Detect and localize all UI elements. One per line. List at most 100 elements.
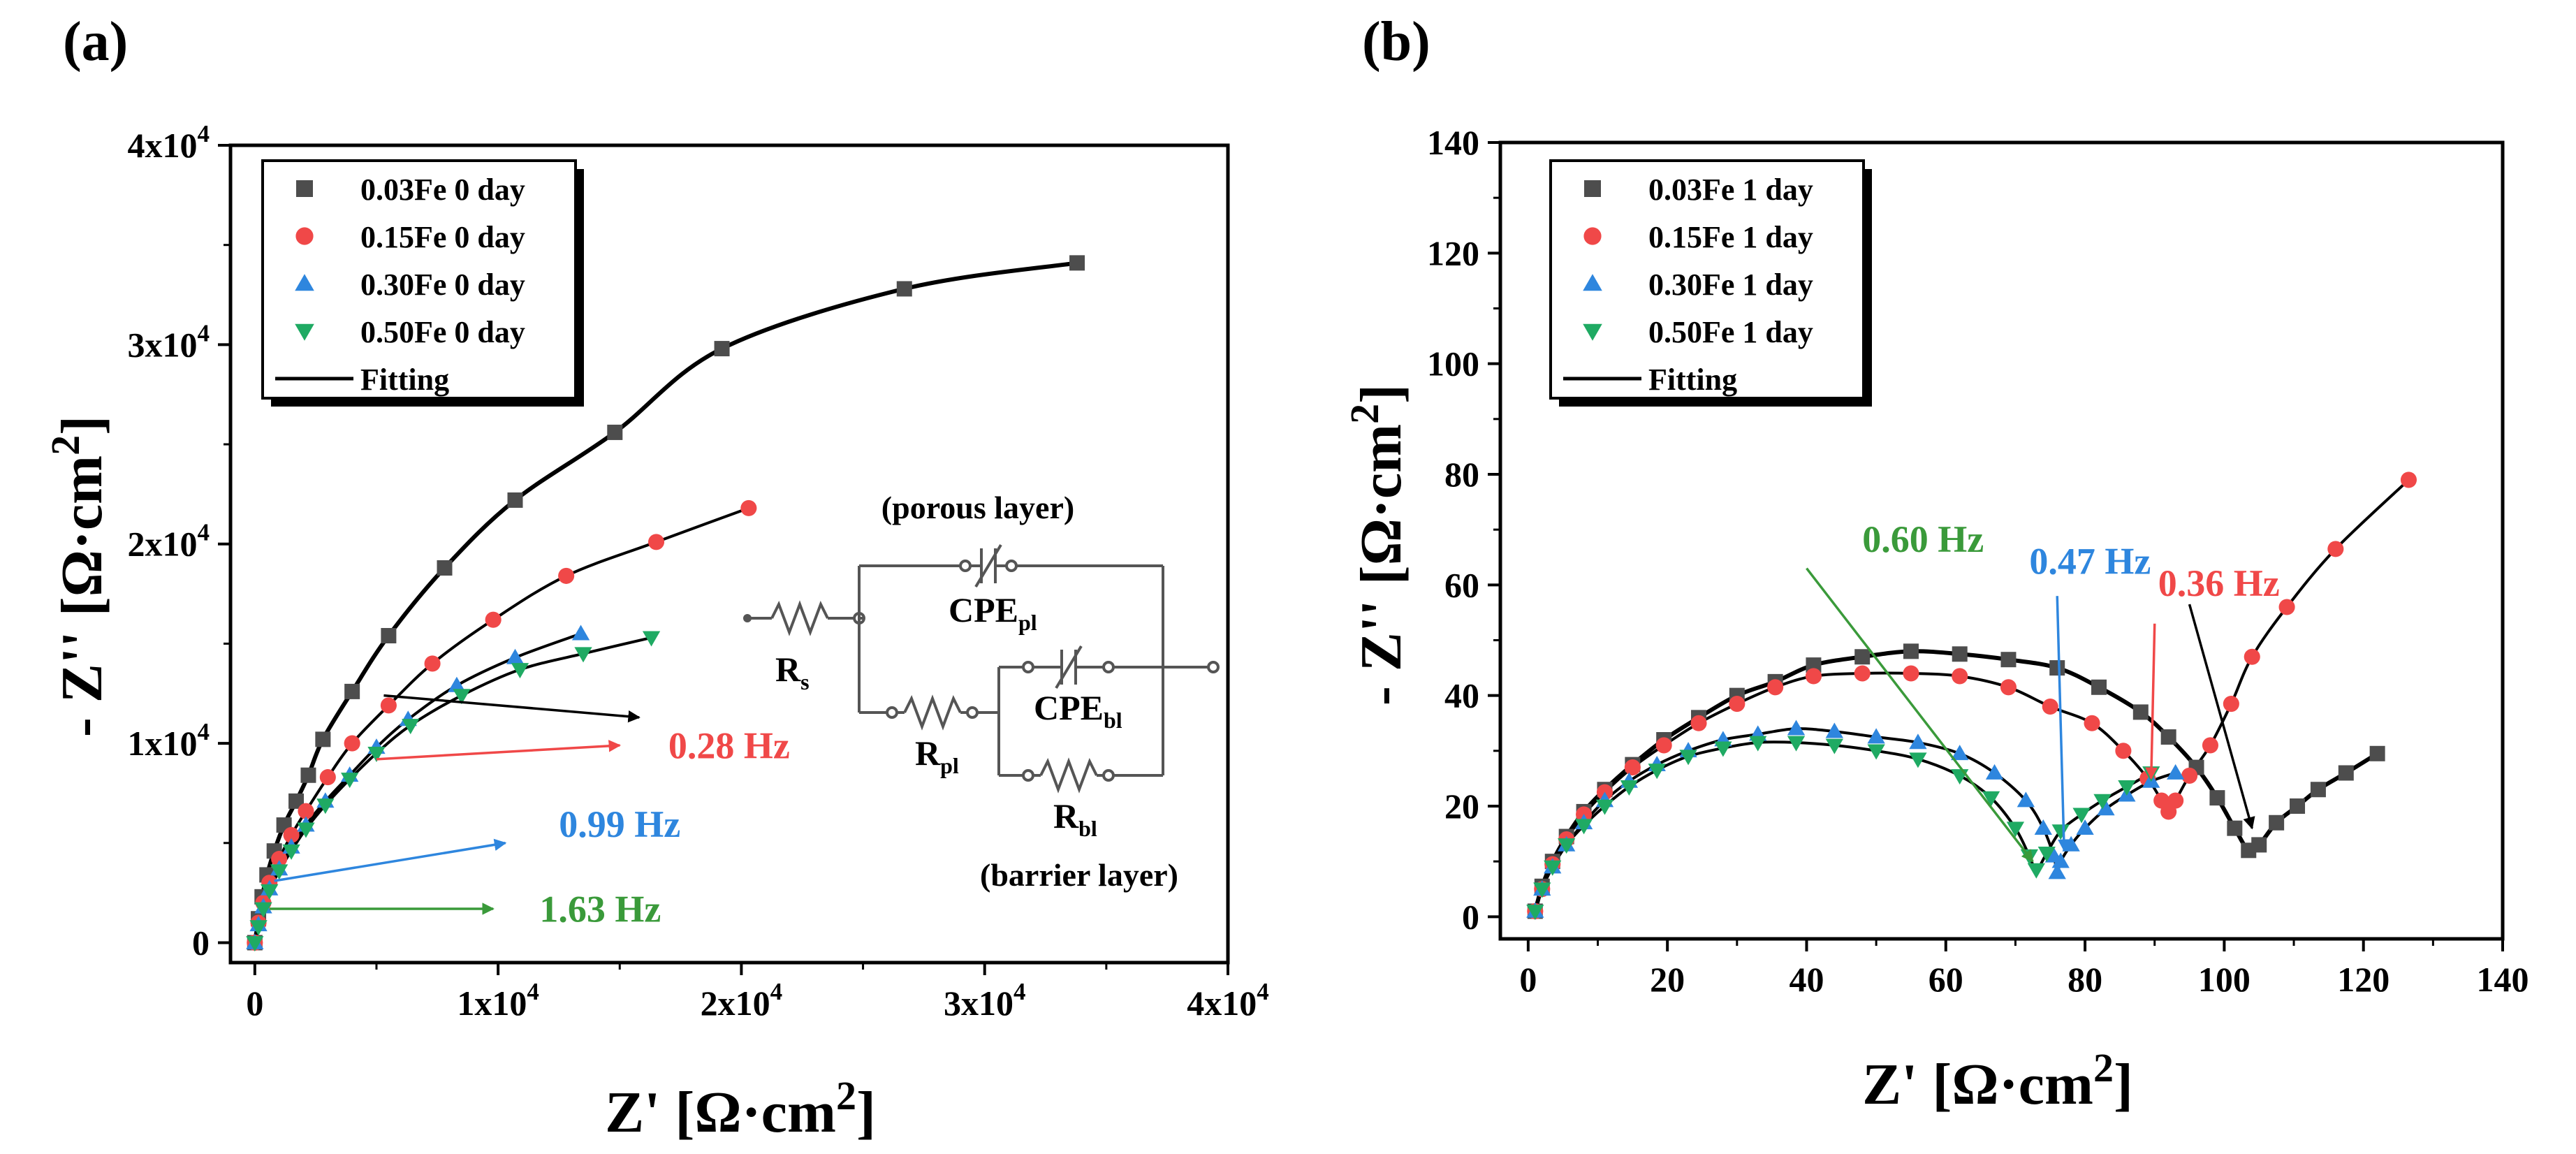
- panel-a-data-point: [300, 767, 316, 783]
- panel-b-data-point: [1854, 665, 1871, 682]
- panel-a-legend: 0.03Fe 0 day 0.15Fe 0 day 0.30Fe 0 day 0.50…: [261, 159, 584, 407]
- rpl-label: Rpl: [915, 733, 959, 778]
- panel-a-xlabel: Z' [Ω·cm2]: [605, 1073, 876, 1145]
- panel-a-annotations: 0.28 Hz 0.99 Hz 1.63 Hz: [269, 694, 790, 930]
- panel-a-data-point: [740, 499, 757, 516]
- panel-b-data-point: [2006, 821, 2025, 838]
- panel-a-data-point: [448, 676, 466, 692]
- panel-b-x-tick-label: 120: [2337, 960, 2390, 999]
- panel-b-data-point: [1526, 905, 1544, 921]
- panel-b-x-tick-label: 20: [1650, 960, 1685, 999]
- cpe-pl-label: CPEpl: [949, 590, 1037, 635]
- cpe-bl-arrow: [1055, 645, 1083, 689]
- rs-resistor-symbol: [770, 600, 829, 636]
- panel-a: (a) - Z'' [Ω·cm2] Z' [Ω·cm2] 0 1x104 2x104…: [43, 11, 1269, 1145]
- panel-a-y-tick-label: 3x104: [128, 319, 210, 364]
- panel-a-data-point: [402, 719, 420, 735]
- circuit-barrier-layer-label: (barrier layer): [980, 857, 1178, 893]
- panel-b-data-point: [1624, 759, 1641, 776]
- panel-b-data-point: [1909, 733, 1927, 750]
- panel-b-data-point: [1574, 819, 1593, 835]
- panel-a-data-point: [261, 884, 279, 900]
- panel-a-data-point: [437, 560, 453, 576]
- panel-b-frequency-label: 0.47 Hz: [2029, 541, 2151, 583]
- panel-b-data-point: [2223, 695, 2239, 713]
- panel-b-data-point: [1854, 649, 1871, 665]
- panel-b-data-point: [2017, 791, 2035, 808]
- panel-b-data-point: [1767, 679, 1784, 696]
- panel-a-label: (a): [63, 11, 128, 73]
- circuit-node: [1102, 661, 1115, 673]
- panel-b-data-point: [2076, 819, 2094, 835]
- panel-b-data-point: [1749, 736, 1767, 752]
- panel-a-annotation-arrow: [274, 838, 507, 882]
- panel-b-x-tick-label: 0: [1519, 960, 1537, 999]
- panel-b-points: [1526, 472, 2417, 921]
- panel-b-data-point: [1806, 657, 1822, 673]
- panel-b-ticks: 0 20 40 60 80 100 120 140 0 20 40 60 80 100 120 140: [1427, 123, 2529, 999]
- panel-a-data-point: [270, 864, 288, 880]
- rpl-resistor-symbol: [903, 694, 962, 731]
- panel-b-data-point: [1690, 715, 1707, 731]
- panel-b-legend-marker: [1583, 274, 1602, 291]
- panel-b-annotations: 0.60 Hz 0.47 Hz0.36 Hz: [1806, 518, 2280, 863]
- panel-b-legend-marker: [1583, 227, 1602, 245]
- panel-a-data-point: [574, 647, 592, 663]
- panel-b-data-point: [2181, 767, 2198, 784]
- panel-b-data-point: [2037, 846, 2056, 862]
- panel-b-data-point: [1952, 646, 1968, 662]
- panel-b-data-point: [2209, 790, 2225, 806]
- panel-b-label: (b): [1362, 11, 1430, 73]
- rbl-resistor-symbol: [1039, 757, 1098, 794]
- circuit-node: [1102, 769, 1115, 782]
- panel-b-data-point: [1951, 745, 1969, 761]
- panel-a-data-point: [380, 697, 397, 714]
- panel-b-annotation-arrow: [2145, 623, 2158, 780]
- panel-b-data-point: [1714, 741, 1732, 757]
- panel-b-legend-marker: [1583, 323, 1602, 341]
- panel-a-data-point: [254, 902, 272, 918]
- panel-a-data-point: [319, 769, 336, 786]
- panel-b-data-point: [1679, 750, 1697, 766]
- panel-a-legend-label: 0.30Fe 0 day: [360, 268, 525, 302]
- panel-b-data-point: [1787, 720, 1806, 736]
- panel-b-frequency-label: 0.60 Hz: [1862, 518, 1984, 560]
- panel-b-legend-label: Fitting: [1648, 363, 1737, 397]
- panel-b-data-point: [2000, 652, 2017, 668]
- panel-b-data-point: [1982, 791, 2000, 807]
- panel-b-data-point: [1533, 882, 1551, 898]
- panel-b-data-point: [1825, 738, 1843, 754]
- rs-label: Rs: [775, 650, 810, 694]
- panel-b-fit-0-03fe-1-day: [1532, 649, 2379, 912]
- panel-a-data-point: [282, 844, 300, 860]
- panel-b-y-tick-label: 60: [1444, 565, 1479, 604]
- panel-b-data-point: [2278, 599, 2295, 615]
- panel-a-x-tick-label: 2x104: [701, 978, 783, 1023]
- panel-a-frequency-label: 0.28 Hz: [668, 725, 790, 767]
- panel-a-legend-marker: [295, 227, 314, 245]
- panel-a-legend-marker: [295, 323, 314, 341]
- panel-a-y-tick-label: 1x104: [128, 718, 210, 763]
- panel-b-data-point: [1903, 665, 1919, 682]
- panel-b-data-point: [2093, 794, 2112, 810]
- panel-b-data-point: [1595, 799, 1614, 815]
- panel-a-legend-marker: [296, 180, 313, 197]
- panel-a-legend-label: 0.15Fe 0 day: [360, 220, 525, 254]
- panel-b-annotation-arrow: [1806, 567, 2034, 863]
- panel-a-frequency-label: 1.63 Hz: [539, 889, 661, 930]
- panel-b-data-point: [2051, 824, 2070, 840]
- panel-b-xlabel: Z' [Ω·cm2]: [1862, 1045, 2133, 1117]
- panel-b-data-point: [2034, 819, 2052, 835]
- panel-b-data-point: [1558, 838, 1576, 854]
- panel-b-data-point: [1985, 764, 2004, 780]
- panel-a-x-tick-label: 4x104: [1187, 978, 1269, 1023]
- panel-a-data-point: [607, 424, 623, 440]
- panel-b-data-point: [1867, 744, 1885, 760]
- panel-b-x-tick-label: 60: [1929, 960, 1963, 999]
- panel-b-data-point: [2269, 815, 2285, 831]
- panel-b-legend: 0.03Fe 1 day 0.15Fe 1 day 0.30Fe 1 day 0.50…: [1549, 159, 1872, 407]
- panel-b-data-point: [2097, 800, 2115, 816]
- panel-a-legend-label: Fitting: [360, 363, 449, 397]
- panel-b-data-point: [2115, 743, 2132, 759]
